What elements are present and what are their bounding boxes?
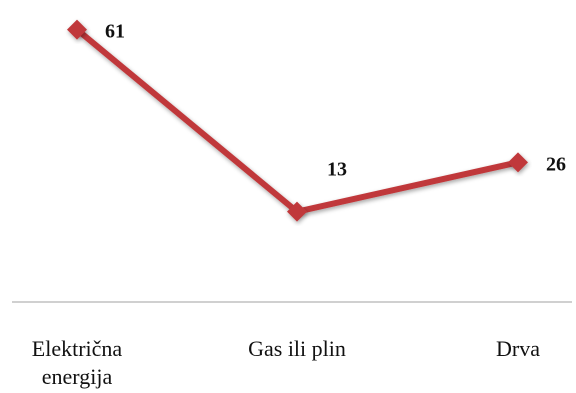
data-point-marker	[67, 19, 87, 40]
data-label: 61	[105, 21, 125, 43]
data-label: 13	[327, 159, 347, 181]
data-point-marker	[508, 152, 528, 173]
data-point-marker	[287, 201, 307, 222]
series-layer	[67, 19, 528, 222]
category-label: Gas ili plin	[248, 336, 346, 361]
data-label: 26	[546, 153, 566, 175]
category-label: Električna energija	[32, 336, 123, 389]
category-label: Drva	[496, 336, 540, 361]
series-line	[74, 26, 521, 215]
category-labels: Električna energija Gas ili plin Drva	[32, 336, 540, 389]
label-layer: 61 13 26	[105, 21, 566, 181]
